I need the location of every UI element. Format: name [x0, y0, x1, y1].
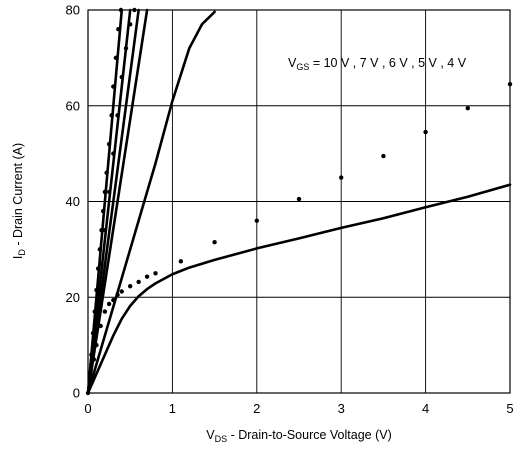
y-tick-label-3: 60: [66, 98, 80, 113]
data-point-7-17: [339, 175, 344, 180]
y-tick-label-2: 40: [66, 194, 80, 209]
series-line-0: [86, 183, 512, 395]
data-point-6-6: [95, 266, 101, 271]
data-point-8-8: [119, 74, 124, 80]
data-point-7-3: [98, 323, 103, 329]
data-point-8-1: [92, 328, 97, 333]
data-point-7-16: [296, 196, 302, 202]
data-point-7-20: [465, 105, 470, 111]
x-tick-label-3: 3: [338, 401, 345, 416]
data-point-6-14: [111, 84, 116, 89]
series-points-7: [88, 82, 513, 381]
data-point-8-7: [115, 113, 120, 118]
data-point-7-10: [136, 279, 141, 285]
data-point-6-8: [99, 228, 104, 233]
y-axis-title: ID - Drain Current (A): [11, 143, 27, 259]
data-point-6-12: [106, 141, 112, 147]
data-point-7-14: [212, 239, 217, 245]
y-tick-label-4: 80: [66, 3, 80, 18]
data-point-6-5: [94, 287, 99, 293]
series-line-2: [86, 8, 149, 395]
x-tick-label-4: 4: [422, 401, 429, 416]
data-point-7-0: [88, 376, 93, 381]
x-tick-label-0: 0: [84, 401, 91, 416]
series-points-8: [89, 7, 137, 367]
data-point-8-3: [99, 261, 104, 266]
data-point-7-1: [91, 357, 97, 362]
vgs-annotation: VGS = 10 V , 7 V , 6 V , 5 V , 4 V: [288, 56, 467, 72]
data-point-8-2: [95, 295, 101, 300]
data-point-7-8: [119, 289, 124, 294]
data-point-8-10: [128, 22, 133, 27]
series-layer: [85, 7, 513, 396]
data-point-6-2: [89, 352, 94, 357]
x-axis-title: VDS - Drain-to-Source Voltage (V): [206, 428, 392, 444]
tick-labels: 0 1 2 3 4 5 0 20 40 60 80: [66, 3, 514, 417]
data-point-7-2: [94, 342, 99, 348]
data-point-7-18: [381, 153, 386, 159]
data-point-6-16: [116, 26, 121, 32]
data-point-7-4: [102, 309, 108, 314]
data-point-7-9: [128, 284, 133, 289]
data-point-6-7: [97, 247, 103, 252]
data-point-7-11: [144, 274, 150, 279]
data-point-6-9: [100, 208, 106, 214]
data-point-8-5: [106, 189, 112, 195]
data-point-8-4: [102, 228, 108, 233]
data-point-6-13: [109, 113, 114, 118]
x-tick-label-5: 5: [506, 401, 513, 416]
data-point-6-11: [104, 170, 109, 175]
y-tick-label-0: 0: [73, 386, 80, 401]
data-point-6-15: [113, 55, 119, 61]
data-point-8-0: [89, 362, 94, 367]
series-line-1: [86, 10, 216, 395]
data-point-6-10: [102, 189, 108, 195]
x-tick-label-1: 1: [169, 401, 176, 416]
data-point-7-19: [423, 129, 428, 135]
data-point-7-12: [153, 271, 158, 276]
series-line-3: [86, 8, 140, 395]
data-point-6-4: [92, 309, 97, 314]
data-point-7-6: [111, 297, 116, 303]
data-point-7-13: [178, 259, 184, 264]
data-point-8-9: [123, 46, 129, 51]
data-point-7-5: [106, 301, 112, 307]
x-tick-label-2: 2: [253, 401, 260, 416]
data-point-7-15: [254, 218, 259, 223]
plot-frame: [87, 9, 511, 394]
y-tick-label-1: 20: [66, 290, 80, 305]
data-point-8-6: [111, 151, 116, 156]
data-point-7-7: [115, 292, 120, 298]
